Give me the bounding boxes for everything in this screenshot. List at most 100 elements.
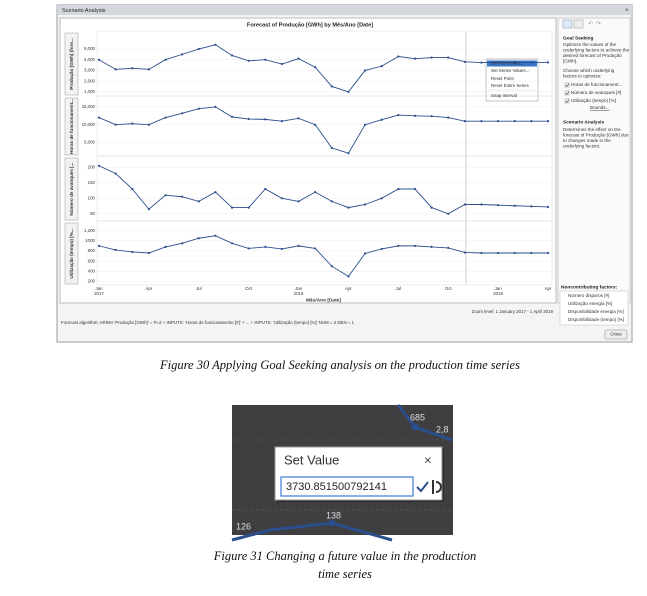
menu-item[interactable]: Reset Entire Series xyxy=(491,83,530,88)
bounds-link[interactable]: Bounds... xyxy=(590,105,609,110)
window-close[interactable]: × xyxy=(625,8,629,14)
checkbox[interactable] xyxy=(564,98,570,104)
x-tick-label: Jul xyxy=(396,286,402,291)
fig31-grid xyxy=(232,439,453,511)
data-point xyxy=(330,85,333,88)
chart-title: Forecast of Produção [GWh] by Mês/Ano [D… xyxy=(247,22,373,28)
toolbar-undo[interactable]: ↶ xyxy=(588,21,593,28)
data-point xyxy=(230,242,234,245)
menu-item[interactable]: Snap Interval xyxy=(491,93,517,98)
x-axis-label: Mês/Ano [Date] xyxy=(306,297,341,303)
x-tick-part: Oct xyxy=(445,286,453,291)
panel-label: Produção [GWh] (fore... xyxy=(69,38,74,90)
x-tick-part: 2017 xyxy=(94,291,104,296)
value-input[interactable] xyxy=(280,476,414,497)
y-tick-label: 50 xyxy=(90,211,95,216)
data-point xyxy=(247,117,250,121)
data-point xyxy=(181,242,184,245)
x-tick-part: Jul xyxy=(396,286,402,291)
dialog-close[interactable]: × xyxy=(424,452,432,467)
data-point xyxy=(530,120,533,123)
data-point xyxy=(181,195,184,198)
checkbox[interactable] xyxy=(564,90,570,96)
data-point xyxy=(181,53,184,56)
x-tick-part: Jul xyxy=(196,286,202,291)
data-point xyxy=(264,187,267,191)
zoom-level: Zoom level: 1 January 2017 - 1 April 201… xyxy=(472,309,554,314)
x-tick-part: 2018 xyxy=(294,291,304,296)
check xyxy=(565,83,570,87)
data-point xyxy=(314,191,317,194)
data-point xyxy=(97,58,101,61)
goal-desc: desired forecast of Produção xyxy=(563,53,622,58)
data-point xyxy=(480,61,483,64)
data-point xyxy=(546,251,550,255)
menu-item[interactable]: Set Point Value... xyxy=(491,61,525,66)
data-point xyxy=(264,118,267,121)
x-tick-label: Oct xyxy=(445,286,453,291)
data-point xyxy=(280,120,284,123)
scenario-desc: to changes made in the xyxy=(563,138,611,143)
data-point xyxy=(380,197,383,200)
close-button[interactable] xyxy=(604,329,628,340)
data-point xyxy=(114,68,117,71)
toolbar-redo[interactable]: ↷ xyxy=(596,21,601,28)
x-tick-label: Apr xyxy=(545,286,552,291)
data-point xyxy=(197,200,200,203)
noncontrib-factor: Utilização energia [%] xyxy=(568,301,612,306)
data-point xyxy=(463,120,466,123)
data-point xyxy=(97,116,101,119)
y-tick-label: 10,000 xyxy=(82,122,96,127)
toolbar-chart[interactable] xyxy=(562,19,573,29)
fig31-point xyxy=(328,519,336,527)
data-point xyxy=(463,251,466,254)
data-point xyxy=(280,197,284,200)
fig31-label: 126 xyxy=(236,521,251,531)
goal-desc: [GWh]. xyxy=(563,59,577,64)
data-point xyxy=(214,43,217,46)
data-point xyxy=(380,247,383,251)
data-point xyxy=(497,204,500,207)
data-point xyxy=(363,252,367,255)
scenario-heading: Scenario Analysis xyxy=(563,119,604,125)
data-point xyxy=(230,206,234,209)
goal-choose: factors to optimize: xyxy=(563,74,602,79)
data-point xyxy=(181,112,184,115)
data-point xyxy=(230,115,234,118)
reset-icon[interactable] xyxy=(432,480,442,494)
fig31-label: 138 xyxy=(326,510,341,520)
data-point xyxy=(497,251,500,255)
data-point xyxy=(330,265,333,268)
series-line xyxy=(98,44,548,93)
data-point xyxy=(497,61,500,64)
menu-item[interactable]: Reset Point xyxy=(491,76,514,81)
data-point xyxy=(164,58,167,61)
data-point xyxy=(114,248,117,252)
data-point xyxy=(430,56,433,59)
data-point xyxy=(463,203,466,206)
menu-item[interactable]: Set Series Values... xyxy=(491,68,529,73)
caption: Figure 30 Applying Goal Seeking analysis… xyxy=(159,358,520,372)
x-tick-part: Oct xyxy=(245,286,253,291)
checkbox[interactable] xyxy=(564,82,570,88)
panel-label: Utilização (tempo) [%... xyxy=(69,228,74,278)
chart-area xyxy=(59,17,557,304)
x-tick-label: Oct xyxy=(245,286,253,291)
scenario-desc: forecast of Produção [GWh] due xyxy=(563,133,629,138)
data-point xyxy=(164,245,167,248)
data-point xyxy=(546,61,550,64)
series-line xyxy=(98,106,548,154)
goal-heading: Goal Seeking xyxy=(563,35,593,41)
data-point xyxy=(363,69,367,72)
data-point xyxy=(214,234,217,237)
data-point xyxy=(147,123,150,126)
toolbar-table[interactable] xyxy=(573,19,584,29)
data-point xyxy=(413,114,417,117)
data-point xyxy=(397,244,400,247)
x-tick-part: 2019 xyxy=(493,291,503,296)
data-point xyxy=(430,206,433,209)
confirm-icon[interactable] xyxy=(416,481,429,493)
data-point xyxy=(430,245,433,248)
data-point xyxy=(480,203,483,206)
